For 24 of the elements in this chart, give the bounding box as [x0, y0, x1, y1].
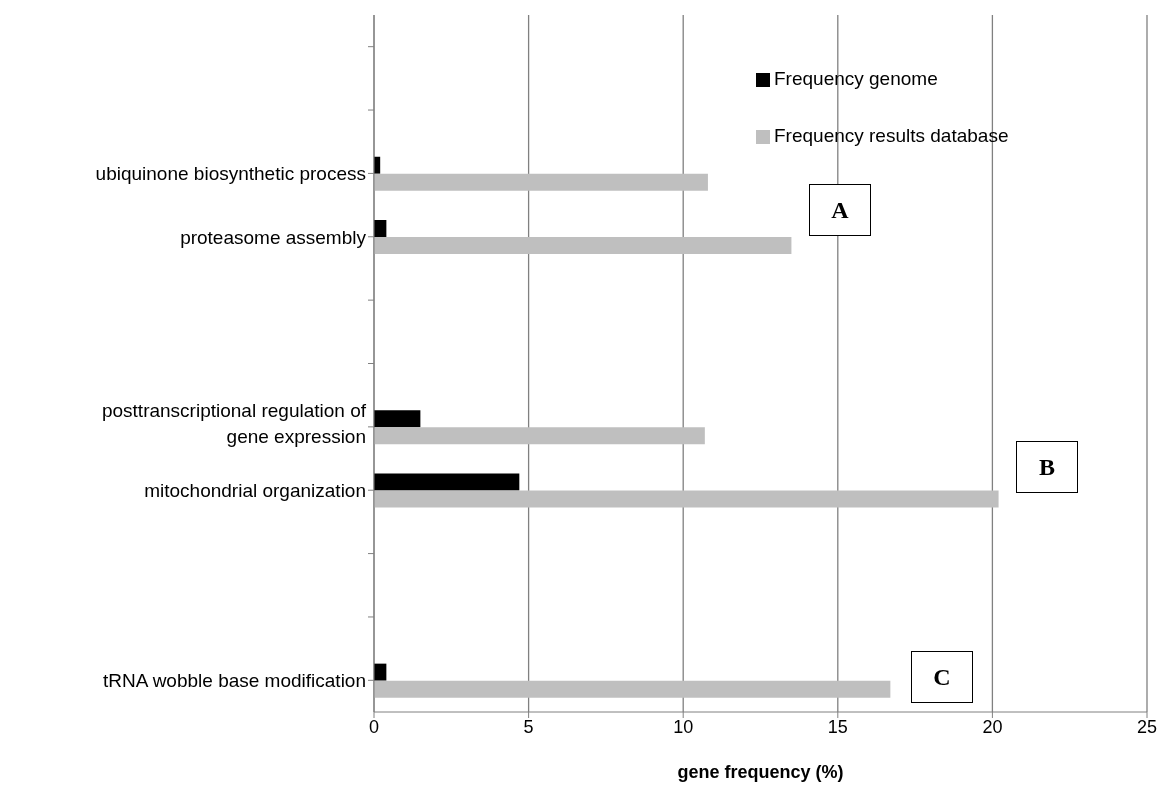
annotation: A — [809, 184, 871, 236]
bar — [374, 427, 705, 445]
x-tick-label: 5 — [523, 716, 534, 737]
x-tick-label: 0 — [368, 716, 380, 737]
y-tick-label: proteasome assembly — [180, 226, 367, 248]
x-tick-label: 25 — [1136, 716, 1158, 737]
bar — [374, 473, 520, 491]
legend-label: Frequency results database — [774, 125, 1009, 146]
bar — [374, 173, 708, 191]
bar — [374, 237, 792, 255]
y-tick-label: posttranscriptional regulation of gene expression — [101, 399, 367, 447]
bar — [374, 680, 891, 698]
bar — [374, 410, 421, 428]
x-tick-label: 20 — [982, 716, 1003, 737]
x-tick-label: 15 — [827, 716, 848, 737]
legend-label: Frequency genome — [774, 68, 938, 89]
annotation: B — [1016, 441, 1078, 493]
y-tick-label: mitochondrial organization — [144, 479, 366, 501]
y-tick-label: tRNA wobble base modification — [103, 669, 366, 691]
x-tick-label: 10 — [673, 716, 694, 737]
annotation: C — [911, 651, 973, 703]
bar — [374, 490, 999, 508]
x-axis-title: gene frequency (%) — [677, 762, 844, 782]
y-tick-label: ubiquinone biosynthetic process — [95, 162, 366, 184]
